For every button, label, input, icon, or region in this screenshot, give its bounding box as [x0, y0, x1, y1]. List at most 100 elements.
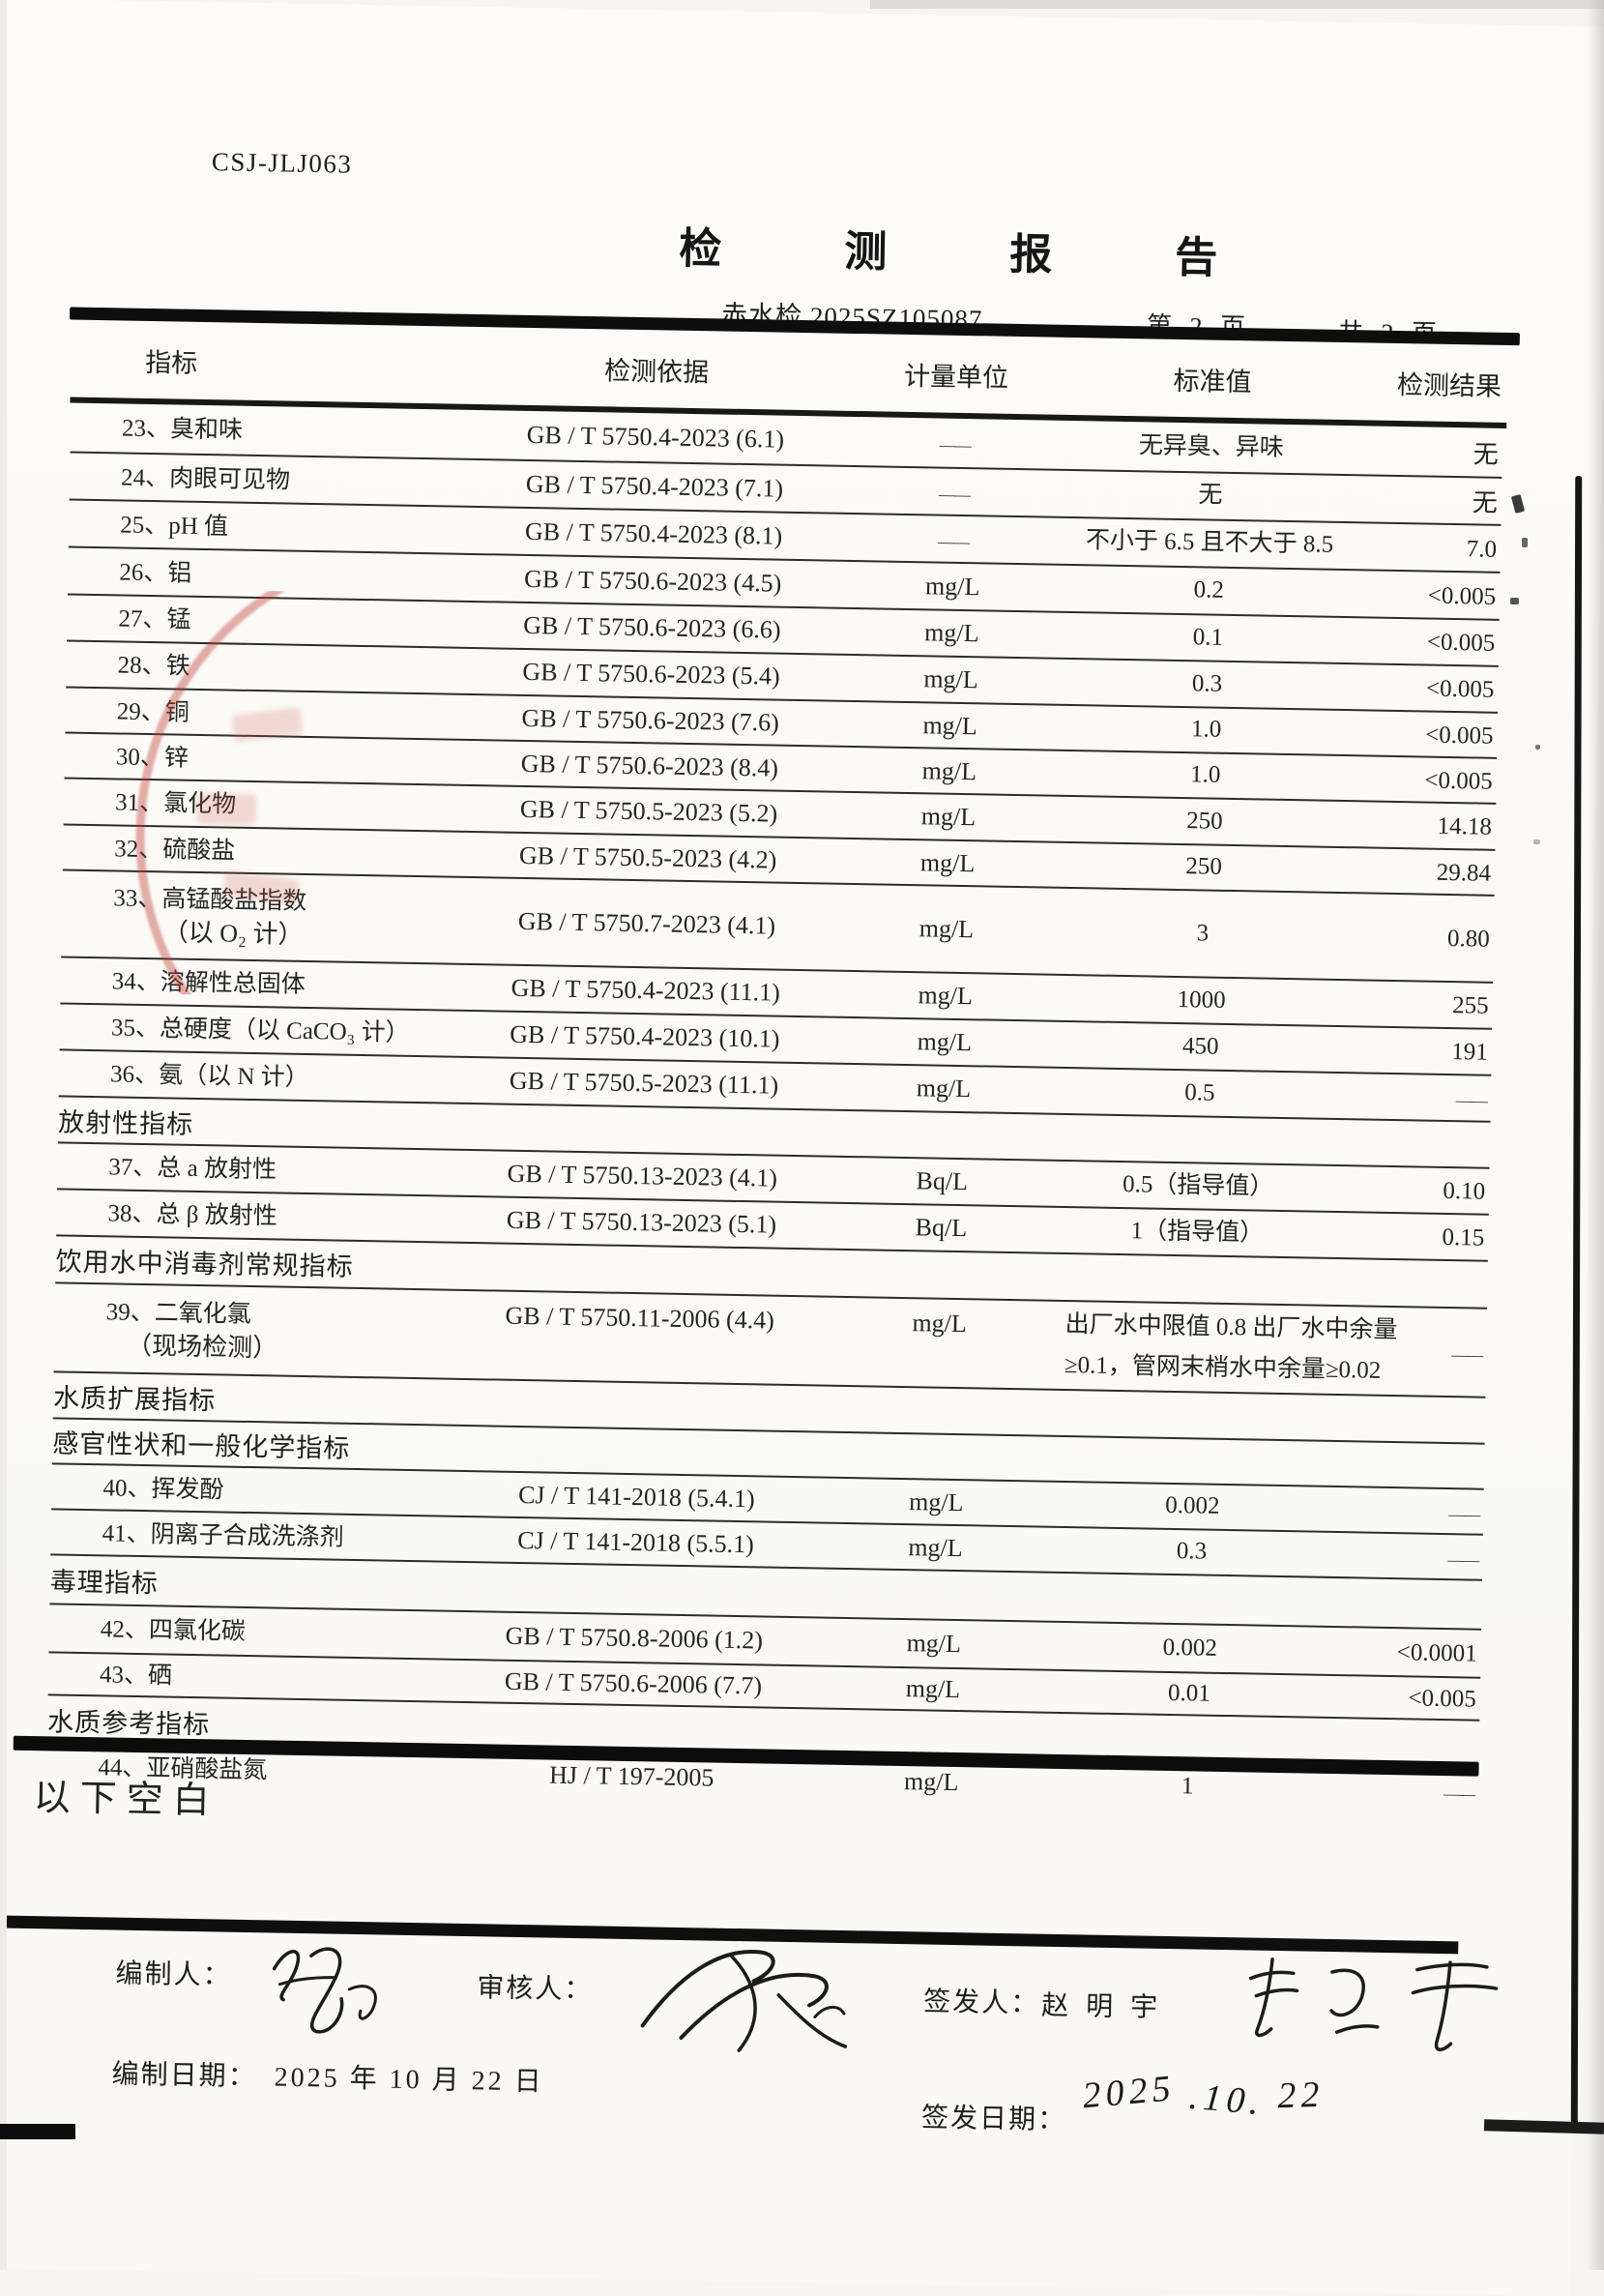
cell-standard: 无异臭、异味 — [1080, 425, 1342, 470]
issue-date-label: 签发日期： — [920, 2103, 1067, 2136]
cell-standard-text: 0.2 — [1193, 576, 1225, 604]
cell-basis: GB / T 5750.6-2023 (7.6) — [476, 703, 824, 738]
cell-standard-text: 0.002 — [1164, 1492, 1220, 1520]
cell-basis-text: GB / T 5750.6-2023 (6.6) — [523, 610, 781, 644]
cell-indicator-text: 27、锰 — [118, 605, 191, 633]
cell-basis: CJ / T 141-2018 (5.5.1) — [461, 1524, 809, 1559]
cell-unit-text: mg/L — [924, 571, 980, 601]
cell-basis: GB / T 5750.6-2023 (8.4) — [476, 749, 824, 783]
cell-unit-text: mg/L — [919, 914, 975, 944]
issuer-name: 赵明宇 — [1040, 1990, 1176, 2024]
cell-basis-text: HJ / T 197-2005 — [548, 1760, 715, 1792]
cell-standard-text: 不小于 6.5 且不大于 8.5 — [1085, 527, 1334, 559]
cell-result-text: 无 — [1472, 488, 1499, 517]
cell-unit-text: mg/L — [908, 1487, 964, 1516]
section-label: 饮用水中消毒剂常规指标 — [55, 1247, 354, 1281]
cell-basis-text: GB / T 5750.11-2006 (4.4) — [505, 1301, 775, 1335]
cell-result-text: 255 — [1451, 992, 1489, 1019]
cell-unit: mg/L — [822, 846, 1073, 880]
cell-unit: mg/L — [819, 979, 1070, 1013]
cell-result: —— — [1326, 1336, 1487, 1368]
cell-unit: mg/L — [805, 1765, 1057, 1799]
cell-standard-text: 250 — [1185, 853, 1223, 881]
reviewer-signature — [640, 1949, 848, 2052]
page-title: 检 测 报 告 — [678, 224, 1274, 283]
issue-date-handwritten: 2025 .10. 22 — [1080, 2068, 1326, 2124]
cell-indicator: 38、总 β 放射性 — [56, 1195, 468, 1237]
cell-result: 255 — [1331, 988, 1493, 1020]
cell-result-text: 0.80 — [1446, 925, 1491, 953]
cell-standard: 0.5（指导值） — [1067, 1163, 1329, 1209]
cell-unit-text: mg/L — [923, 664, 978, 694]
cell-basis-text: GB / T 5750.6-2023 (5.4) — [522, 657, 780, 691]
cell-unit-text: mg/L — [918, 981, 974, 1011]
cell-indicator-text: 37、总 a 放射性 — [108, 1154, 277, 1184]
cell-basis: GB / T 5750.5-2023 (5.2) — [475, 794, 823, 829]
cell-indicator-text: 23、臭和味 — [121, 415, 244, 444]
cell-indicator-text: 36、氨（以 N 计） — [109, 1061, 309, 1092]
cell-basis: GB / T 5750.11-2006 (4.4) — [465, 1291, 814, 1336]
cell-result: 0.15 — [1327, 1221, 1489, 1252]
form-code: CSJ-JLJ063 — [211, 147, 353, 179]
cell-unit-text: mg/L — [905, 1674, 961, 1704]
cell-basis: GB / T 5750.4-2023 (7.1) — [481, 469, 829, 504]
cell-basis-text: GB / T 5750.4-2023 (8.1) — [524, 516, 783, 550]
cell-result-text: <0.005 — [1427, 582, 1497, 610]
cell-standard-text: 1.0 — [1189, 761, 1221, 789]
cell-basis: HJ / T 197-2005 — [457, 1759, 805, 1794]
scan-edge-right-shade — [1587, 0, 1604, 2270]
cell-basis-text: GB / T 5750.13-2023 (4.1) — [507, 1159, 778, 1192]
cell-standard: 0.01 — [1059, 1671, 1321, 1717]
cell-result: 29.84 — [1334, 855, 1496, 887]
cell-result: —— — [1323, 1494, 1484, 1526]
cell-unit-text: —— — [939, 435, 971, 456]
cell-result-text: 7.0 — [1466, 535, 1498, 563]
cell-basis: GB / T 5750.13-2023 (5.1) — [467, 1205, 815, 1240]
cell-unit: —— — [828, 522, 1079, 556]
cell-standard-text: 450 — [1181, 1032, 1219, 1060]
section-label: 放射性指标 — [57, 1106, 194, 1139]
cell-standard: 0.3 — [1076, 662, 1338, 707]
cell-indicator-line2: （现场检测） — [126, 1332, 278, 1363]
cell-result: —— — [1330, 1081, 1492, 1113]
cell-indicator: 23、臭和味 — [71, 410, 482, 452]
scan-edge-top — [870, 0, 1604, 9]
cell-unit-text: mg/L — [922, 710, 978, 740]
scan-speck — [1510, 598, 1519, 604]
cell-unit: mg/L — [819, 1025, 1070, 1059]
cell-unit-text: mg/L — [912, 1309, 968, 1339]
cell-standard: 无 — [1080, 473, 1342, 518]
red-stamp-smudge — [195, 792, 257, 826]
cell-unit: mg/L — [827, 570, 1078, 603]
cell-basis: GB / T 5750.4-2023 (8.1) — [480, 516, 828, 551]
scan-speck — [1533, 839, 1540, 844]
cell-basis-text: GB / T 5750.4-2023 (10.1) — [510, 1019, 780, 1053]
cell-result-text: 191 — [1450, 1039, 1488, 1066]
cell-indicator-text: 28、铁 — [117, 652, 190, 680]
cell-unit-text: mg/L — [906, 1629, 962, 1659]
cell-standard-text: 0.3 — [1191, 669, 1223, 697]
cell-standard-text: 0.01 — [1167, 1679, 1210, 1707]
cell-indicator: 39、二氧化氯 （现场检测） — [54, 1293, 466, 1369]
cell-indicator: 37、总 a 放射性 — [57, 1149, 469, 1191]
cell-basis: GB / T 5750.5-2023 (4.2) — [474, 840, 822, 875]
cell-basis-text: GB / T 5750.7-2023 (4.1) — [517, 906, 776, 940]
cell-indicator: 43、硒 — [48, 1657, 460, 1698]
cell-standard-line2: ≥0.1，管网末梢水中余量≥0.02 — [1064, 1351, 1382, 1384]
cell-indicator-text: 41、阴离子合成洗涤剂 — [102, 1519, 344, 1551]
cell-result-text: 0.10 — [1443, 1177, 1486, 1205]
cell-unit: mg/L — [825, 662, 1076, 696]
column-header-indicator: 指标 — [144, 347, 198, 378]
cell-result-text: —— — [1448, 1504, 1480, 1524]
cell-indicator: 24、肉眼可见物 — [70, 458, 481, 500]
cell-basis-text: GB / T 5750.8-2006 (1.2) — [505, 1621, 764, 1655]
cell-standard-text: 无 — [1198, 482, 1223, 510]
cell-unit: mg/L — [821, 912, 1072, 946]
cell-basis-text: GB / T 5750.6-2006 (7.7) — [504, 1666, 763, 1700]
cell-unit: mg/L — [808, 1627, 1060, 1661]
cell-unit: mg/L — [810, 1486, 1062, 1519]
column-header-basis: 检测依据 — [603, 355, 710, 387]
cell-unit: —— — [829, 475, 1080, 509]
cell-standard-text: 1 — [1181, 1772, 1194, 1800]
